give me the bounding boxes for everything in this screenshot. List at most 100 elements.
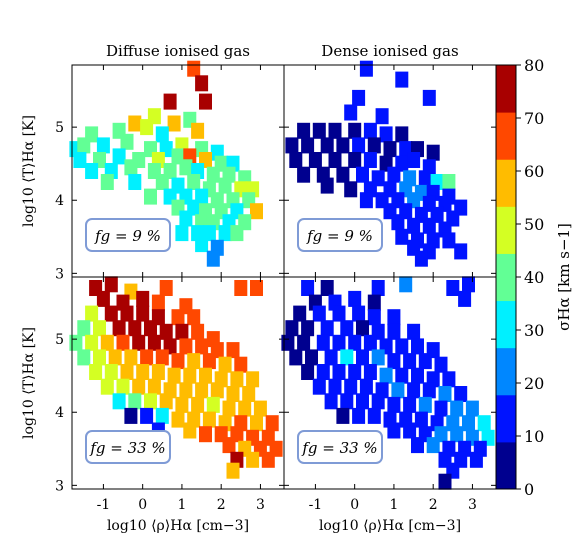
heatmap-cell	[206, 396, 220, 413]
heatmap-cell	[363, 122, 377, 139]
colorbar-tick-label: 0	[524, 480, 534, 499]
heatmap-cell	[77, 137, 91, 154]
heatmap-cell	[222, 400, 236, 417]
heatmap-cell	[202, 411, 216, 428]
heatmap-cell	[297, 122, 311, 139]
heatmap-cell	[140, 407, 154, 424]
heatmap-cell	[136, 290, 150, 307]
colorbar-tick-label: 60	[524, 162, 544, 181]
heatmap-cell	[124, 159, 138, 176]
heatmap-cell	[167, 367, 181, 384]
heatmap-cell	[301, 280, 315, 296]
heatmap-cell	[348, 152, 362, 168]
heatmap-cell	[293, 305, 307, 322]
heatmap-cell	[218, 225, 232, 242]
heatmap-cell	[100, 378, 114, 395]
colorbar-tick-label: 30	[524, 321, 544, 340]
heatmap-cell	[316, 334, 330, 351]
heatmap-cell	[387, 353, 401, 370]
heatmap-cell	[352, 89, 366, 106]
heatmap-cell	[226, 342, 240, 359]
heatmap-cell	[206, 166, 220, 183]
heatmap-cell	[316, 364, 330, 380]
heatmap-cell	[222, 437, 236, 454]
heatmap-cell	[132, 378, 146, 395]
heatmap-cell	[465, 400, 479, 417]
heatmap-cell	[348, 334, 362, 351]
heatmap-cell	[411, 338, 424, 355]
heatmap-cell	[140, 119, 154, 136]
heatmap-cell	[191, 323, 205, 340]
heatmap-cell	[344, 104, 358, 121]
heatmap-cell	[332, 364, 346, 380]
heatmap-cell	[69, 334, 83, 351]
colorbar-tick-label: 50	[524, 215, 544, 234]
heatmap-cell	[210, 382, 224, 399]
heatmap-cell	[242, 386, 256, 402]
heatmap-cell	[136, 364, 150, 380]
heatmap-cell	[128, 393, 142, 410]
heatmap-cell	[128, 115, 142, 132]
heatmap-cell	[407, 152, 421, 168]
column-title: Diffuse ionised gas	[106, 42, 250, 60]
heatmap-cell	[363, 334, 377, 351]
heatmap-cell	[434, 400, 448, 417]
heatmap-cell	[403, 396, 417, 413]
y-tick-label: 5	[55, 120, 64, 136]
heatmap-cell	[301, 137, 315, 154]
heatmap-cell	[175, 323, 189, 340]
heatmap-cell	[144, 393, 157, 410]
heatmap-cell	[359, 378, 373, 395]
heatmap-cell	[297, 166, 311, 183]
heatmap-cell	[387, 323, 401, 340]
heatmap-cell	[120, 364, 134, 380]
heatmap-cell	[163, 93, 177, 110]
heatmap-cell	[359, 192, 373, 209]
panel: 3 4 5 fg = 9 %	[55, 60, 285, 282]
heatmap-cell	[218, 356, 232, 373]
heatmap-cell	[120, 133, 134, 150]
heatmap-cell	[352, 137, 366, 154]
heatmap-cell	[218, 177, 232, 194]
heatmap-cell	[175, 396, 189, 413]
heatmap-cell	[454, 243, 468, 260]
heatmap-cell	[281, 334, 295, 351]
heatmap-cell	[395, 126, 409, 143]
heatmap-cell	[399, 276, 413, 293]
heatmap-cell	[407, 217, 421, 234]
heatmap-cell	[356, 166, 369, 183]
heatmap-cell	[112, 148, 126, 165]
heatmap-cell	[312, 305, 326, 322]
heatmap-cell	[391, 382, 405, 399]
heatmap-cell	[195, 236, 209, 253]
heatmap-cell	[96, 290, 110, 307]
heatmap-cell	[136, 305, 150, 322]
heatmap-cell	[171, 411, 185, 428]
annotation-text: fg = 9 %	[306, 227, 373, 245]
x-tick-label: 3	[256, 497, 265, 513]
heatmap-cell	[140, 349, 154, 366]
heatmap-cell	[85, 334, 99, 351]
heatmap-cell	[426, 144, 440, 161]
heatmap-cell	[383, 141, 397, 158]
heatmap-cell	[422, 89, 436, 106]
heatmap-cell	[159, 280, 173, 296]
heatmap-cell	[171, 353, 185, 370]
heatmap-cell	[250, 203, 263, 220]
heatmap-cell	[344, 181, 358, 198]
heatmap-cell	[124, 349, 138, 366]
heatmap-cell	[438, 386, 452, 402]
heatmap-cell	[289, 152, 303, 168]
heatmap-cell	[320, 137, 334, 154]
heatmap-cell	[312, 122, 326, 139]
colorbar-label: σHα [km s−1]	[555, 223, 573, 331]
heatmap-cell	[477, 415, 491, 432]
heatmap-cell	[387, 166, 401, 183]
heatmap-cell	[199, 93, 212, 110]
heatmap-cell	[356, 393, 369, 410]
heatmap-cell	[458, 290, 472, 307]
heatmap-cell	[226, 462, 240, 479]
heatmap-cell	[367, 294, 381, 311]
heatmap-cell	[407, 323, 421, 340]
colorbar-segment	[496, 253, 516, 302]
